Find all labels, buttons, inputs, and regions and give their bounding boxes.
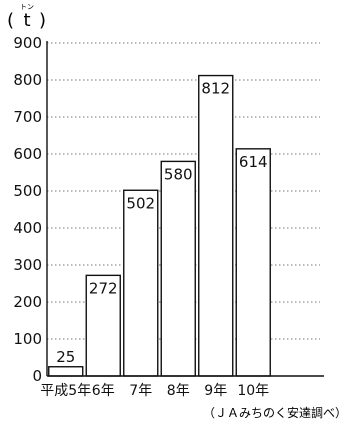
y-tick-label: 600 [13,145,42,163]
y-axis-unit: t [23,10,30,31]
y-tick-label: 500 [13,182,42,200]
bar [235,148,271,377]
y-tick-label: 800 [13,71,42,89]
x-tick-label: 10年 [237,383,269,399]
bar [123,189,159,377]
x-tick-label: 6年 [92,383,115,399]
x-tick-label: 平成5年 [40,383,91,399]
data-label: 25 [56,348,75,366]
data-label: 614 [239,153,268,171]
y-tick-label: 400 [13,219,42,237]
y-tick-label: 100 [13,330,42,348]
y-tick-label: 700 [13,108,42,126]
bar [85,274,121,377]
bar [48,366,84,377]
x-tick-label: 8年 [167,383,190,399]
data-label: 580 [164,165,193,183]
x-tick-label: 7年 [129,383,152,399]
unit-paren-right: ) [39,10,46,31]
bars [48,74,271,377]
data-label: 812 [201,80,230,98]
y-axis-unit-reading: トン [20,3,34,11]
y-tick-label: 300 [13,256,42,274]
y-tick-label: 900 [13,34,42,52]
y-tick-labels: 0 100 200 300 400 500 600 700 800 900 [13,34,42,385]
bar [198,74,234,377]
source-note: （ＪＡみちのく安達調べ） [203,405,347,420]
y-tick-label: 200 [13,293,42,311]
x-tick-labels: 平成5年 6年 7年 8年 9年 10年 [40,383,269,399]
data-label: 272 [89,279,118,297]
data-label: 502 [126,194,155,212]
unit-paren-left: ( [7,10,14,31]
data-labels: 25 272 502 580 812 614 [56,80,267,366]
x-tick-label: 9年 [204,383,227,399]
bar [160,160,196,377]
y-tick-label: 0 [32,367,42,385]
